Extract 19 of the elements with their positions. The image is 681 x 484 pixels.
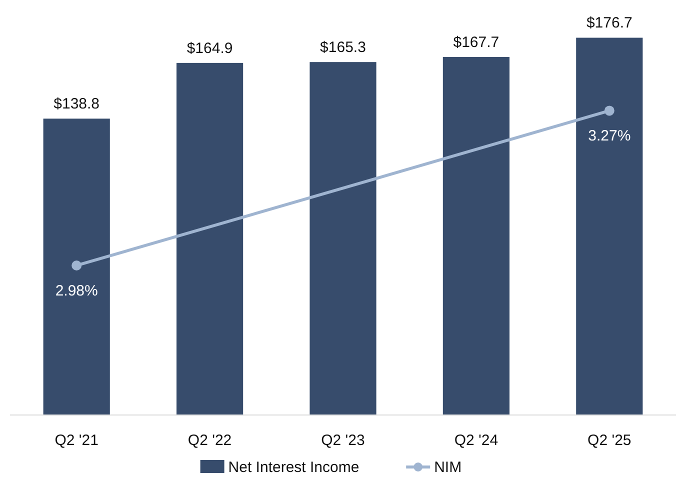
bar <box>43 118 110 415</box>
bar <box>576 38 643 415</box>
x-tick-label: Q2 '24 <box>454 432 498 449</box>
x-tick-label: Q2 '25 <box>588 432 632 449</box>
legend-label: NIM <box>434 459 462 476</box>
data-label: $164.9 <box>186 40 233 57</box>
bar <box>442 56 510 415</box>
x-tick-label: Q2 '22 <box>188 432 232 449</box>
data-label: $165.3 <box>320 39 366 56</box>
data-label: 3.27% <box>588 128 631 145</box>
bar <box>310 62 376 415</box>
legend-label: Net Interest Income <box>228 459 360 476</box>
x-tick-label: Q2 '23 <box>321 432 365 449</box>
data-label: 2.98% <box>55 282 98 300</box>
data-label: $167.7 <box>453 34 500 51</box>
x-tick-label: Q2 '21 <box>54 432 98 449</box>
bar <box>176 62 244 415</box>
data-label: $176.7 <box>586 14 632 32</box>
data-label: $138.8 <box>54 96 100 113</box>
